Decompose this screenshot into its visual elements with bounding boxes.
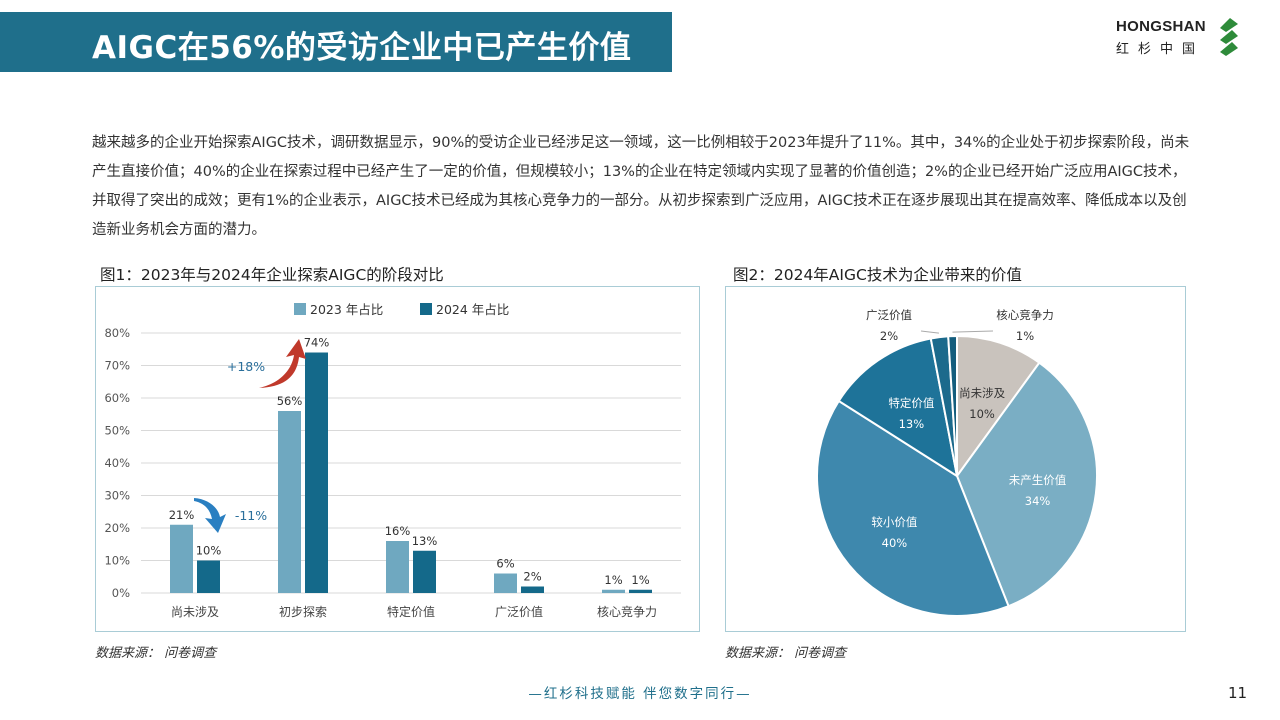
y-tick-label: 40% (104, 456, 130, 470)
chart2-source: 数据来源： 问卷调查 (725, 646, 847, 661)
bar (413, 550, 436, 593)
pie-slice-name: 核心竞争力 (996, 308, 1054, 322)
page-number: 11 (1228, 684, 1248, 702)
y-tick-label: 60% (104, 391, 130, 405)
pie-chart: 尚未涉及 10% 未产生价值 34% 较小价值 40% 特定价值 13% 广泛价值 2% 核心竞争力… (816, 308, 1098, 617)
pie-slice-value: 10% (969, 407, 995, 421)
legend-swatch (420, 303, 432, 315)
page-title: AIGC在56%的受访企业中已产生价值 (92, 30, 632, 66)
bar-chart: 0% 10% 20% 30% 40% 50% 60% 70% 80% 21% 10% 56% 74% 1… (104, 302, 681, 619)
leader-line (920, 330, 940, 334)
bar (494, 573, 517, 593)
pie-slice-name: 特定价值 (888, 396, 934, 410)
x-tick-label: 初步探索 (279, 605, 327, 619)
leader-line (952, 330, 994, 333)
y-tick-label: 50% (104, 424, 130, 438)
bar (170, 524, 193, 593)
y-tick-label: 20% (104, 521, 130, 535)
pie-slice (947, 334, 958, 477)
bar-value-label: 21% (169, 508, 195, 522)
chart2-title: 图2：2024年AIGC技术为企业带来的价值 (733, 266, 1022, 284)
pie-slice-value: 40% (882, 536, 908, 550)
bar-value-label: 74% (304, 336, 330, 350)
bar-value-label: 10% (196, 544, 222, 558)
pie-slice-name: 较小价值 (871, 515, 917, 529)
bar (602, 589, 625, 593)
y-tick-label: 70% (104, 359, 130, 373)
pie-slice-value: 34% (1025, 494, 1051, 508)
legend-label: 2023 年占比 (310, 302, 383, 317)
hongshan-logo-icon (1220, 18, 1238, 56)
bar-value-label: 56% (277, 394, 303, 408)
logo-name: HONGSHAN (1116, 18, 1206, 35)
legend-swatch (294, 303, 306, 315)
legend-label: 2024 年占比 (436, 302, 509, 317)
x-tick-label: 尚未涉及 (171, 605, 219, 619)
pie-slice-value: 2% (880, 329, 898, 343)
bar (386, 541, 409, 593)
bar-value-label: 1% (631, 573, 649, 587)
x-tick-label: 特定价值 (387, 604, 435, 619)
pie-slice-name: 广泛价值 (866, 308, 912, 322)
chart1-source: 数据来源： 问卷调查 (95, 646, 217, 661)
bar (278, 411, 301, 593)
bar-value-label: 13% (412, 534, 438, 548)
bar-value-label: 6% (496, 557, 514, 571)
pie-slice-name: 未产生价值 (1009, 473, 1067, 487)
bar (197, 560, 220, 593)
y-tick-label: 80% (104, 326, 130, 340)
pie-slice (837, 337, 959, 479)
pie-slice-value: 13% (899, 417, 925, 431)
bar (521, 586, 544, 593)
pie-slice-value: 1% (1016, 329, 1034, 343)
chart1-panel: 0% 10% 20% 30% 40% 50% 60% 70% 80% 21% 10% 56% 74% 1… (95, 286, 700, 632)
chart1-title: 图1：2023年与2024年企业探索AIGC的阶段对比 (100, 266, 444, 284)
decrease-arrow-icon (194, 498, 226, 533)
pie-slice (956, 334, 1041, 480)
pie-slice (816, 399, 1010, 617)
logo-subtitle: 红杉中国 (1116, 42, 1205, 57)
chart2-panel: 尚未涉及 10% 未产生价值 34% 较小价值 40% 特定价值 13% 广泛价值 2% 核心竞争力… (725, 286, 1186, 632)
bar-value-label: 1% (604, 573, 622, 587)
y-tick-label: 0% (112, 586, 130, 600)
intro-paragraph: 越来越多的企业开始探索AIGC技术，调研数据显示，90%的受访企业已经涉足这一领… (92, 135, 1190, 238)
x-tick-label: 广泛价值 (495, 604, 543, 619)
bar (629, 589, 652, 593)
bar-value-label: 2% (523, 570, 541, 584)
title-banner: AIGC在56%的受访企业中已产生价值 (0, 12, 672, 72)
bar-value-label: 16% (385, 524, 411, 538)
logo: HONGSHAN 红杉中国 (1112, 16, 1242, 62)
decrease-annotation: -11% (235, 508, 267, 523)
footer-slogan: —红杉科技赋能 伴您数字同行— (528, 686, 752, 702)
increase-arrow-icon (259, 339, 306, 388)
y-tick-label: 30% (104, 489, 130, 503)
y-tick-label: 10% (104, 554, 130, 568)
bar (305, 352, 328, 593)
pie-slice (955, 361, 1098, 608)
x-tick-label: 核心竞争力 (597, 605, 657, 619)
pie-slice-name: 尚未涉及 (959, 386, 1005, 400)
increase-annotation: +18% (227, 359, 265, 374)
